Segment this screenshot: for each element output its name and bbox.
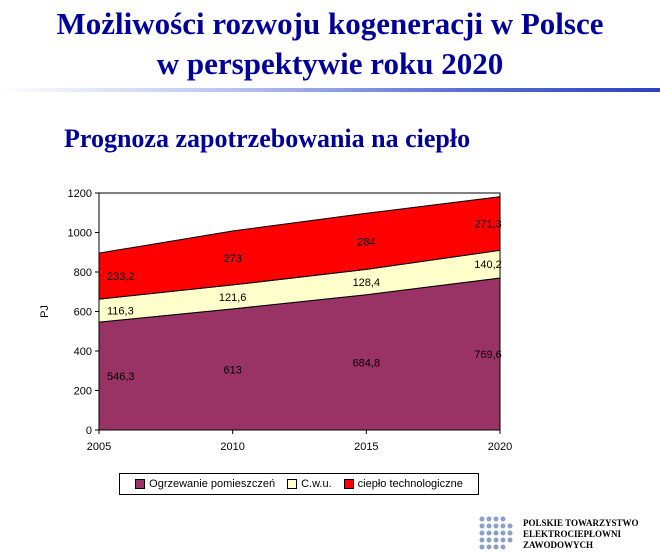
legend-label: ciepło technologiczne xyxy=(357,478,463,490)
y-tick-label: 200 xyxy=(74,386,92,398)
legend-label: Ogrzewanie pomieszczeń xyxy=(149,478,276,490)
stacked-area-chart: 546,3 613 684,8 769,6 116,3 121,6 128,4 140,2 23… xyxy=(39,188,512,453)
data-label: 233,2 xyxy=(107,271,135,283)
y-tick-label: 0 xyxy=(86,425,92,437)
x-tick-label: 2010 xyxy=(220,441,244,453)
y-axis-title: PJ xyxy=(39,305,51,318)
logo-line-2: ELEKTROCIEPŁOWNI xyxy=(523,528,622,539)
title-line-1: Możliwości rozwoju kogeneracji w Polsce xyxy=(56,6,604,41)
logo-line-1: POLSKIE TOWARZYSTWO xyxy=(523,517,639,528)
legend-swatch xyxy=(287,479,298,489)
legend-item-3: ciepło technologiczne xyxy=(343,478,463,490)
legend-item-2: C.w.u. xyxy=(287,478,332,490)
chart-legend: Ogrzewanie pomieszczeń C.w.u. ciepło techn… xyxy=(119,473,479,495)
legend-swatch xyxy=(135,479,146,489)
slide-title: Możliwości rozwoju kogeneracji w Polsce … xyxy=(0,4,660,84)
data-label: 546,3 xyxy=(107,371,135,383)
data-label: 140,2 xyxy=(474,259,502,271)
x-tick-label: 2015 xyxy=(354,441,378,453)
data-label: 121,6 xyxy=(219,292,247,304)
data-label: 769,6 xyxy=(474,349,502,361)
area-series-3 xyxy=(98,196,501,300)
ptez-logo-mark-icon xyxy=(479,516,513,550)
x-tick-label: 2005 xyxy=(87,441,111,453)
y-tick-label: 600 xyxy=(74,307,92,319)
data-label: 613 xyxy=(223,364,241,376)
y-tick-label: 1200 xyxy=(68,188,92,200)
data-label: 273 xyxy=(223,253,241,265)
data-label: 284 xyxy=(357,236,375,248)
ptez-logo-text: POLSKIE TOWARZYSTWO ELEKTROCIEPŁOWNI ZAW… xyxy=(523,518,638,551)
legend-swatch xyxy=(343,479,354,489)
y-tick-label: 1000 xyxy=(68,228,92,240)
legend-item-1: Ogrzewanie pomieszczeń xyxy=(135,478,275,490)
logo-line-3: ZAWODOWYCH xyxy=(523,539,594,550)
data-label: 684,8 xyxy=(353,357,381,369)
data-label: 116,3 xyxy=(107,306,134,318)
chart-subtitle: Prognoza zapotrzebowania na ciepło xyxy=(64,124,471,153)
title-line-2: w perspektywie roku 2020 xyxy=(156,46,504,81)
legend-label: C.w.u. xyxy=(301,478,332,490)
title-divider xyxy=(0,88,660,92)
data-label: 271,3 xyxy=(474,219,502,231)
y-tick-label: 400 xyxy=(74,346,92,358)
ptez-logo: POLSKIE TOWARZYSTWO ELEKTROCIEPŁOWNI ZAW… xyxy=(477,514,657,554)
x-tick-label: 2020 xyxy=(488,441,512,453)
data-label: 128,4 xyxy=(353,277,381,289)
y-tick-label: 800 xyxy=(74,267,92,279)
